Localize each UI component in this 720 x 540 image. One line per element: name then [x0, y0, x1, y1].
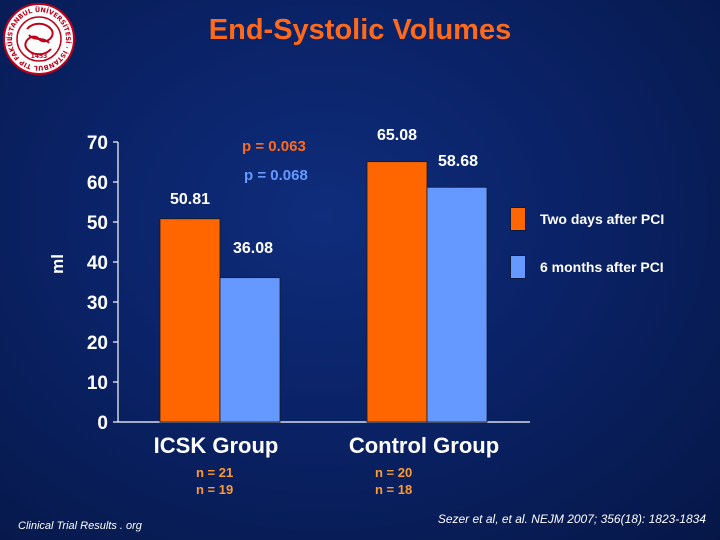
legend-label-six-months: 6 months after PCI — [540, 259, 664, 275]
group-sample-size-control: n = 20 n = 18 — [375, 464, 412, 498]
university-logo: İSTANBUL ÜNİVERSİTESİ · İSTANBUL TIP FAK… — [2, 2, 75, 75]
citation: Sezer et al, et al. NEJM 2007; 356(18): … — [437, 512, 706, 526]
y-tick-label: 10 — [87, 373, 108, 394]
bar-value-label: 50.81 — [170, 191, 210, 208]
bar-control-two-days — [366, 161, 428, 423]
y-axis-label: ml — [48, 254, 67, 274]
group-sample-size-icsk: n = 21 n = 19 — [196, 464, 233, 498]
y-tick-label: 70 — [87, 133, 108, 154]
page-title: End-Systolic Volumes — [208, 14, 512, 46]
n-line-two-days: n = 21 — [196, 465, 234, 480]
y-tick-label: 60 — [87, 173, 108, 194]
bar-value-label: 36.08 — [233, 240, 273, 257]
bar-control-six-months — [426, 186, 488, 423]
category-label-icsk: ICSK Group — [154, 433, 279, 458]
y-tick-label: 50 — [87, 213, 108, 234]
legend-swatch-two-days — [510, 207, 526, 231]
legend-swatch-six-months — [510, 255, 526, 279]
n-line-six-months: n = 18 — [375, 482, 413, 497]
p-value-annotation-1: p = 0.063 — [242, 138, 306, 155]
y-tick-label: 40 — [87, 253, 108, 274]
n-line-two-days: n = 20 — [375, 465, 413, 480]
p-value-annotation-2: p = 0.068 — [244, 167, 308, 184]
bar-value-label: 65.08 — [377, 127, 417, 144]
footer-source: Clinical Trial Results . org — [18, 520, 142, 532]
y-tick-label: 30 — [87, 293, 108, 314]
svg-text:1453: 1453 — [31, 53, 48, 60]
bar-value-label: 58.68 — [438, 153, 478, 170]
bar-icsk-six-months — [219, 277, 281, 423]
legend-label-two-days: Two days after PCI — [540, 211, 665, 227]
n-line-six-months: n = 19 — [196, 482, 234, 497]
bar-icsk-two-days — [159, 218, 221, 423]
y-tick-label: 0 — [97, 413, 108, 434]
y-tick-label: 20 — [87, 333, 108, 354]
category-label-control: Control Group — [349, 433, 499, 458]
